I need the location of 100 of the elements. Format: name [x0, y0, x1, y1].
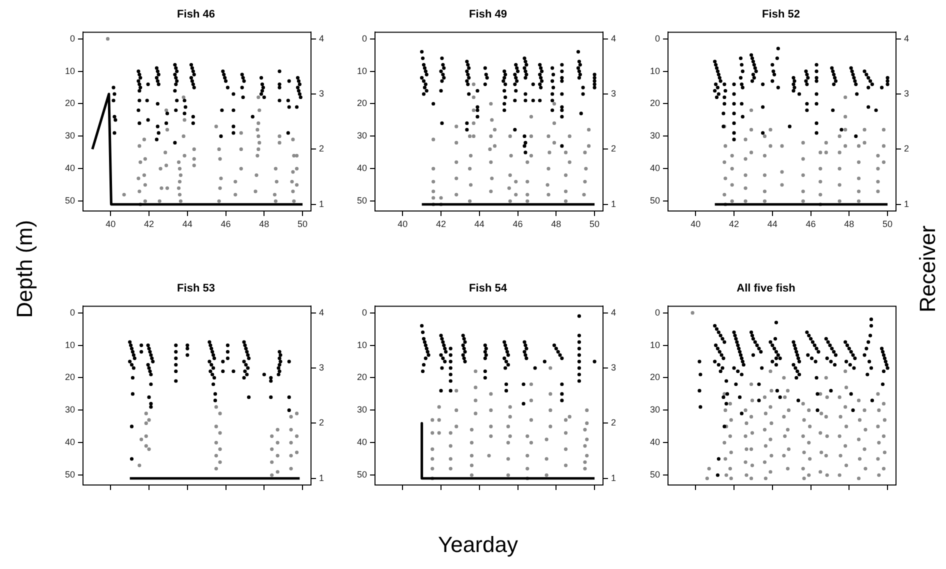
x-tick-label: 42	[144, 218, 154, 229]
x-axis-title: Yearday	[437, 532, 519, 558]
y-tick-label: 30	[356, 130, 367, 141]
y-tick-label: 40	[64, 163, 75, 174]
y2-tick-label: 3	[904, 88, 910, 98]
y2-axis-title: Receiver	[915, 224, 941, 314]
point	[295, 412, 299, 416]
y2-tick-label: 4	[611, 307, 616, 318]
y2-tick-label: 1	[319, 198, 324, 209]
y2-tick-label: 1	[611, 198, 616, 209]
point	[289, 414, 293, 418]
y-tick-label: 0	[70, 307, 75, 318]
y-tick-label: 30	[64, 130, 75, 141]
y2-tick-label: 2	[611, 418, 616, 428]
y2-tick-label: 4	[319, 307, 324, 318]
y-tick-label: 10	[64, 66, 75, 76]
x-tick-label: 50	[298, 218, 308, 229]
y-tick-label: 10	[356, 66, 367, 76]
y2-tick-label: 2	[611, 144, 616, 154]
point	[276, 470, 280, 474]
point	[144, 444, 148, 448]
x-tick-label: 44	[182, 218, 192, 229]
point	[147, 418, 151, 422]
point	[295, 450, 299, 454]
y-tick-label: 40	[650, 437, 660, 448]
chart-title: Fish 53	[177, 282, 215, 295]
point	[214, 405, 218, 409]
point	[295, 434, 299, 438]
y-tick-label: 20	[650, 372, 660, 382]
y-tick-label: 10	[64, 340, 75, 350]
point	[144, 421, 148, 425]
x-tick-label: 48	[259, 218, 270, 229]
y-tick-label: 50	[356, 470, 367, 480]
point	[289, 440, 293, 444]
point	[218, 460, 222, 464]
y2-tick-label: 2	[319, 144, 324, 154]
point	[289, 466, 293, 470]
point	[144, 434, 148, 438]
point	[140, 438, 144, 442]
chart-title: Fish 52	[762, 8, 800, 21]
y-tick-label: 40	[356, 163, 367, 174]
y2-tick-label: 3	[319, 88, 324, 98]
y2-tick-label: 2	[904, 144, 910, 154]
y2-tick-label: 4	[611, 33, 616, 44]
point	[276, 440, 280, 444]
x-tick-label: 40	[690, 218, 701, 229]
y-tick-label: 0	[362, 307, 367, 318]
point	[214, 424, 218, 428]
point	[289, 454, 293, 458]
chart-title: Fish 46	[177, 8, 215, 21]
x-tick-label: 46	[806, 218, 816, 229]
x-tick-label: 46	[512, 218, 523, 229]
point	[218, 447, 222, 451]
point	[218, 431, 222, 435]
x-tick-label: 44	[474, 218, 484, 229]
x-tick-label: 50	[882, 218, 893, 229]
point	[270, 460, 274, 464]
chart-title: Fish 54	[469, 282, 508, 295]
x-tick-label: 40	[106, 218, 116, 229]
y-tick-label: 50	[64, 196, 75, 206]
y2-tick-label: 1	[904, 198, 910, 209]
y2-tick-label: 3	[611, 362, 616, 372]
x-tick-label: 50	[590, 218, 600, 229]
chart-title: Fish 49	[469, 8, 507, 21]
point	[214, 440, 218, 444]
y-tick-label: 10	[650, 66, 660, 76]
point	[147, 447, 151, 451]
point	[214, 466, 218, 470]
point	[138, 464, 142, 468]
y-tick-label: 20	[64, 98, 75, 108]
y2-tick-label: 3	[611, 88, 616, 98]
x-tick-label: 44	[767, 218, 778, 229]
y-tick-label: 20	[650, 98, 660, 108]
y-tick-label: 50	[356, 196, 367, 206]
point	[144, 412, 148, 416]
y-tick-label: 10	[356, 340, 367, 350]
x-tick-label: 48	[551, 218, 562, 229]
y2-tick-label: 3	[319, 362, 324, 372]
point	[276, 454, 280, 458]
y-tick-label: 20	[64, 372, 75, 382]
y-tick-label: 0	[654, 33, 660, 44]
y2-tick-label: 2	[319, 418, 324, 428]
point	[270, 473, 274, 477]
y2-tick-label: 4	[319, 33, 324, 44]
y-tick-label: 10	[650, 340, 660, 350]
y-tick-label: 30	[650, 130, 660, 141]
y-tick-label: 50	[650, 470, 660, 480]
chart-title: All five fish	[736, 282, 796, 295]
point	[270, 434, 274, 438]
x-tick-label: 42	[436, 218, 446, 229]
y-tick-label: 0	[362, 33, 367, 44]
y-tick-label: 50	[64, 470, 75, 480]
y-tick-label: 40	[356, 437, 367, 448]
point	[270, 447, 274, 451]
y2-tick-label: 1	[319, 472, 324, 483]
y-tick-label: 30	[356, 404, 367, 415]
y-tick-label: 0	[654, 307, 660, 318]
y-tick-label: 50	[650, 196, 660, 206]
y2-tick-label: 4	[904, 33, 910, 44]
point	[289, 428, 293, 432]
